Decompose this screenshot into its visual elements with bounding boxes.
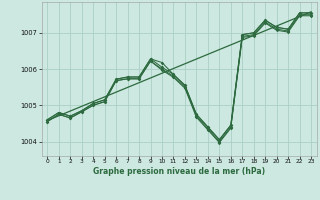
X-axis label: Graphe pression niveau de la mer (hPa): Graphe pression niveau de la mer (hPa)	[93, 167, 265, 176]
